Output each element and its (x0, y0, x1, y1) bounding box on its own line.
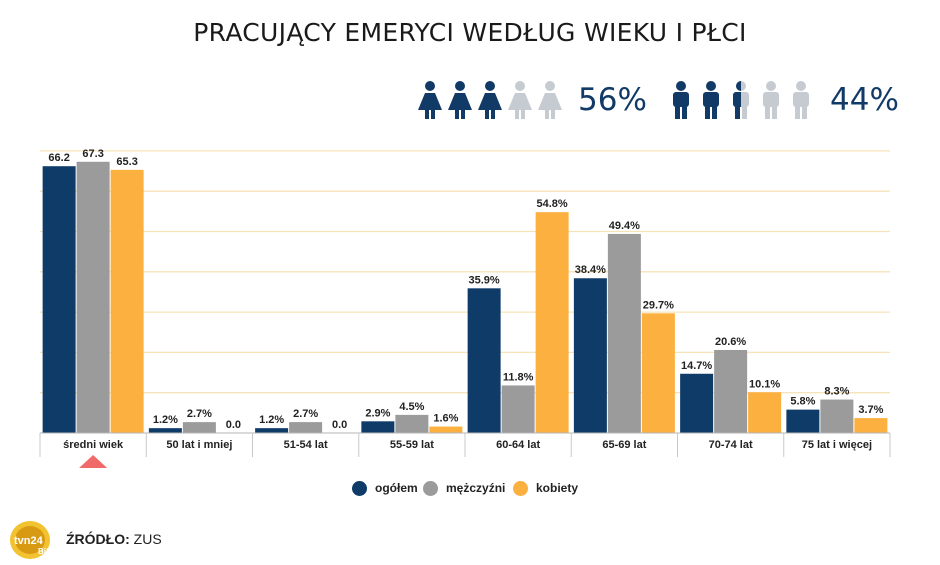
x-tick-label-6: 70-74 lat (709, 439, 753, 451)
value-label-2-2: 0.0 (332, 419, 347, 431)
legend-item-mezczyzni: mężczyźni (423, 478, 505, 498)
logo-text: tvn24 (14, 535, 44, 547)
source-value: ZUS (133, 531, 162, 547)
bar-1-6 (714, 349, 748, 433)
women-icons-group (418, 81, 562, 119)
bar-1-2 (289, 422, 323, 433)
bar-1-5 (607, 233, 641, 433)
bar-0-4 (467, 288, 501, 433)
legend-item-ogolem: ogółem (352, 478, 418, 498)
value-label-2-3: 1.6% (433, 413, 458, 425)
value-label-1-5: 49.4% (609, 220, 640, 232)
bar-0-0 (42, 166, 76, 434)
bar-2-0 (110, 169, 144, 433)
woman-icon (448, 81, 472, 119)
value-label-0-4: 35.9% (469, 274, 500, 286)
bar-0-3 (361, 421, 395, 433)
value-label-2-5: 29.7% (643, 299, 674, 311)
men-percent: 44% (830, 82, 899, 118)
bar-0-1 (148, 428, 182, 433)
man-icon (673, 81, 689, 119)
value-label-0-7: 5.8% (790, 396, 815, 408)
man-icon (763, 81, 779, 119)
value-label-1-3: 4.5% (399, 401, 424, 413)
logo-sub: BiS (38, 547, 52, 556)
bar-2-3 (429, 426, 463, 433)
women-percent: 56% (578, 82, 647, 118)
bar-2-6 (748, 392, 782, 433)
value-label-2-0: 65.3 (116, 156, 137, 168)
legend-label-kobiety: kobiety (536, 481, 579, 495)
legend-item-kobiety: kobiety (513, 478, 578, 498)
gender-share-row: 56% 44% (418, 80, 899, 122)
x-tick-label-7: 75 lat i więcej (802, 439, 872, 451)
source-label: ŹRÓDŁO: (66, 531, 130, 547)
x-tick-label-0: średni wiek (63, 439, 124, 451)
man-icon (703, 81, 719, 119)
chart-legend: ogółem mężczyźni kobiety (0, 478, 940, 498)
bar-0-7 (786, 409, 820, 433)
value-label-1-6: 20.6% (715, 336, 746, 348)
bar-1-0 (76, 161, 110, 433)
value-label-0-2: 1.2% (259, 414, 284, 426)
woman-icon (478, 81, 502, 119)
value-label-0-6: 14.7% (681, 360, 712, 372)
man-icon (793, 81, 809, 119)
value-label-0-0: 66.2 (48, 152, 69, 164)
value-label-1-2: 2.7% (293, 408, 318, 420)
value-label-0-5: 38.4% (575, 264, 606, 276)
bar-1-7 (820, 399, 854, 433)
x-tick-label-5: 65-69 lat (602, 439, 646, 451)
value-label-2-7: 3.7% (858, 404, 883, 416)
legend-dot-mezczyzni (423, 480, 438, 496)
bar-1-1 (182, 422, 216, 433)
value-label-2-6: 10.1% (749, 378, 780, 390)
value-label-2-4: 54.8% (537, 198, 568, 210)
bar-0-6 (680, 373, 714, 433)
man-icon-partial (733, 81, 741, 119)
bar-2-7 (854, 418, 888, 433)
legend-dot-ogolem (352, 480, 367, 496)
value-label-1-7: 8.3% (824, 386, 849, 398)
chart-title: PRACUJĄCY EMERYCI WEDŁUG WIEKU I PŁCI (193, 18, 747, 47)
woman-icon (418, 81, 442, 119)
value-label-0-3: 2.9% (365, 407, 390, 419)
value-label-1-1: 2.7% (187, 408, 212, 420)
men-icons-group (673, 81, 809, 119)
legend-dot-kobiety (513, 480, 528, 496)
x-tick-label-2: 51-54 lat (284, 439, 328, 451)
source-note: ŹRÓDŁO: ZUS (66, 531, 162, 547)
bar-chart: 66.2 67.3 65.3 1.2% 2.7% 0.0 1.2% 2.7% 0.0 2.9% 4.… (39, 148, 891, 468)
value-label-1-0: 67.3 (82, 148, 103, 160)
value-label-1-4: 11.8% (503, 371, 534, 383)
legend-label-mezczyzni: mężczyźni (446, 481, 506, 495)
value-label-2-1: 0.0 (226, 419, 241, 431)
bar-2-5 (641, 313, 675, 433)
tvn24-bis-logo: tvn24 BiS (8, 518, 58, 565)
highlight-marker-icon (79, 455, 108, 468)
logo-icon: tvn24 BiS (10, 521, 52, 559)
x-tick-label-1: 50 lat i mniej (166, 439, 232, 451)
bar-0-2 (255, 428, 289, 433)
bar-1-3 (395, 414, 429, 433)
bar-0-5 (573, 278, 607, 433)
legend-label-ogolem: ogółem (375, 481, 418, 495)
bar-2-4 (535, 212, 569, 433)
woman-icon (508, 81, 532, 119)
bar-1-4 (501, 385, 535, 433)
woman-icon (538, 81, 562, 119)
value-label-0-1: 1.2% (153, 414, 178, 426)
x-tick-label-4: 60-64 lat (496, 439, 540, 451)
x-tick-label-3: 55-59 lat (390, 439, 434, 451)
